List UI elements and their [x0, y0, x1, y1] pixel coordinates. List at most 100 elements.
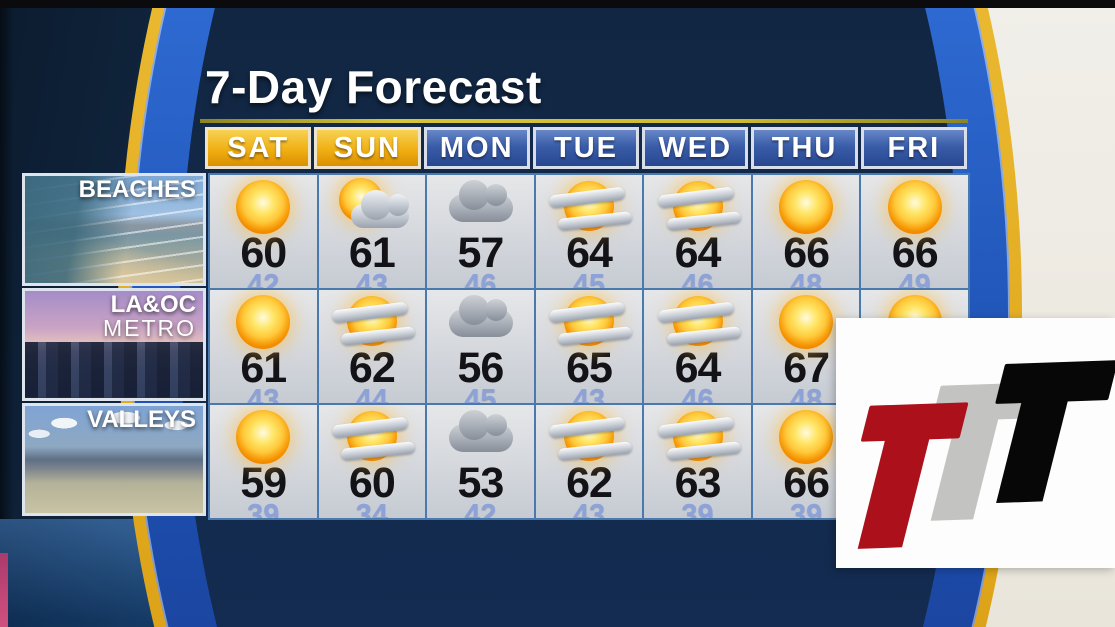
high-temp: 63: [674, 459, 722, 507]
low-temp: 48: [790, 383, 823, 403]
cell-metro-wed: 64 46: [644, 290, 751, 403]
low-temp: 46: [464, 268, 497, 288]
sun-and-clouds-icon: [544, 408, 634, 466]
page-title: 7-Day Forecast: [205, 61, 542, 113]
title-underline: [200, 119, 968, 123]
region-photo-valleys: VALLEYS: [22, 403, 206, 516]
sunny-icon: [218, 293, 308, 351]
region-name: VALLEYS: [87, 406, 196, 433]
presenter-edge: [0, 553, 8, 627]
logo-letter-t-black-icon: [970, 360, 1115, 504]
sun-and-clouds-icon: [653, 408, 743, 466]
high-temp: 60: [240, 229, 287, 277]
low-temp: 49: [898, 268, 931, 288]
low-temp: 39: [790, 498, 823, 518]
high-temp: 61: [348, 229, 396, 277]
high-temp: 53: [457, 459, 505, 507]
low-temp: 42: [464, 498, 497, 518]
low-temp: 42: [247, 268, 280, 288]
day-header-row: SAT SUN MON TUE WED THU FRI: [205, 127, 967, 169]
cell-valleys-tue: 62 43: [535, 405, 643, 518]
region-name: LA&OC: [110, 291, 196, 318]
low-temp: 43: [247, 383, 280, 403]
cloudy-icon: [435, 408, 525, 466]
low-temp: 44: [355, 383, 388, 403]
high-temp: 59: [240, 459, 287, 507]
high-temp: 61: [240, 344, 287, 392]
high-temp: 64: [674, 344, 722, 392]
logo-letter-t-red-icon: [833, 402, 969, 549]
low-temp: 39: [681, 498, 714, 518]
cell-metro-tue: 65 43: [535, 290, 643, 403]
sunny-icon: [761, 293, 851, 351]
high-temp: 62: [348, 344, 396, 392]
cell-beaches-wed: 64 46: [644, 175, 751, 288]
region-label-column: BEACHES LA&OC METRO VALLEYS: [22, 173, 206, 516]
cell-metro-mon: 56 45: [427, 290, 534, 403]
region-label: VALLEYS: [87, 408, 196, 432]
day-header-mon: MON: [423, 127, 530, 169]
high-temp: 67: [783, 344, 830, 392]
cell-valleys-sun: 60 34: [318, 405, 426, 518]
region-label: LA&OC METRO: [103, 293, 196, 339]
cell-beaches-fri: 66 49: [861, 175, 968, 288]
low-temp: 46: [681, 383, 714, 403]
high-temp: 66: [891, 229, 939, 277]
day-header-fri: FRI: [860, 127, 967, 169]
sun-and-clouds-icon: [544, 293, 634, 351]
high-temp: 64: [674, 229, 722, 277]
day-header-sat: SAT: [205, 127, 312, 169]
sunny-icon: [870, 178, 960, 236]
sunny-icon: [218, 178, 308, 236]
day-header-wed: WED: [642, 127, 749, 169]
day-header-sun: SUN: [314, 127, 421, 169]
low-temp: 43: [572, 498, 606, 518]
sun-and-clouds-icon: [327, 293, 417, 351]
cell-beaches-thu: 66 48: [752, 175, 860, 288]
high-temp: 66: [783, 459, 830, 507]
sun-and-clouds-icon: [653, 293, 743, 351]
sunny-icon: [218, 408, 308, 466]
high-temp: 57: [457, 229, 505, 277]
sun-and-clouds-icon: [653, 178, 743, 236]
cell-beaches-tue: 64 45: [535, 175, 643, 288]
partly-cloudy-icon: [327, 178, 417, 236]
cell-valleys-mon: 53 42: [427, 405, 534, 518]
cell-beaches-mon: 57 46: [427, 175, 534, 288]
high-temp: 64: [566, 229, 613, 277]
region-name-sub: METRO: [102, 314, 196, 341]
cell-beaches-sat: 60 42: [210, 175, 317, 288]
cell-valleys-sat: 59 39: [210, 405, 317, 518]
sun-and-clouds-icon: [327, 408, 417, 466]
high-temp: 60: [348, 459, 396, 507]
region-photo-beaches: BEACHES: [22, 173, 206, 286]
cloudy-icon: [435, 178, 525, 236]
region-name: BEACHES: [78, 176, 196, 203]
region-label: BEACHES: [79, 178, 196, 202]
low-temp: 34: [355, 498, 388, 518]
high-temp: 65: [566, 344, 613, 392]
low-temp: 43: [572, 383, 606, 403]
low-temp: 45: [464, 383, 497, 403]
low-temp: 46: [681, 268, 714, 288]
day-header-tue: TUE: [532, 127, 640, 169]
station-logo: TTT: [836, 318, 1115, 568]
sun-and-clouds-icon: [544, 178, 634, 236]
low-temp: 48: [790, 268, 823, 288]
sunny-icon: [761, 178, 851, 236]
low-temp: 45: [572, 268, 606, 288]
top-black-bar: [0, 0, 1115, 8]
cloudy-icon: [435, 293, 525, 351]
high-temp: 62: [566, 459, 613, 507]
high-temp: 66: [783, 229, 830, 277]
region-photo-metro: LA&OC METRO: [22, 288, 206, 401]
cell-metro-sat: 61 43: [210, 290, 317, 403]
sunny-icon: [761, 408, 851, 466]
cell-metro-sun: 62 44: [318, 290, 426, 403]
high-temp: 56: [457, 344, 505, 392]
cell-beaches-sun: 61 43: [318, 175, 426, 288]
low-temp: 39: [247, 498, 280, 518]
low-temp: 43: [355, 268, 388, 288]
day-header-thu: THU: [751, 127, 858, 169]
